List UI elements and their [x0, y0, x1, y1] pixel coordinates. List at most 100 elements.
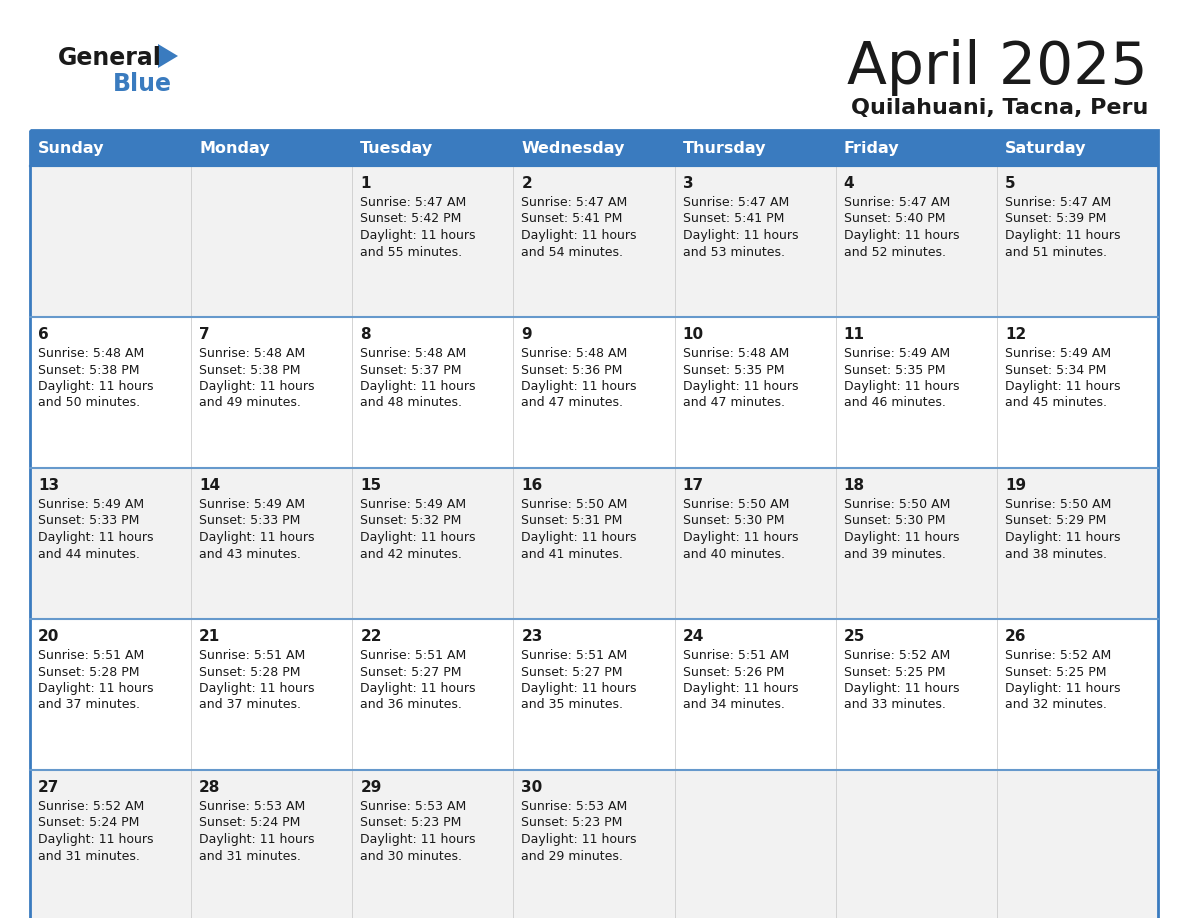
Bar	[30, 130, 1158, 918]
Text: Sunrise: 5:48 AM: Sunrise: 5:48 AM	[683, 347, 789, 360]
Text: Sunset: 5:38 PM: Sunset: 5:38 PM	[200, 364, 301, 376]
Text: Sunrise: 5:48 AM: Sunrise: 5:48 AM	[38, 347, 144, 360]
Text: and 46 minutes.: and 46 minutes.	[843, 397, 946, 409]
Text: April 2025: April 2025	[847, 39, 1148, 96]
Text: Sunrise: 5:47 AM: Sunrise: 5:47 AM	[1005, 196, 1111, 209]
Text: Sunset: 5:27 PM: Sunset: 5:27 PM	[360, 666, 462, 678]
Bar	[997, 130, 1158, 166]
Text: 3: 3	[683, 176, 693, 191]
Text: and 38 minutes.: and 38 minutes.	[1005, 547, 1107, 561]
Text: 26: 26	[1005, 629, 1026, 644]
Text: Sunset: 5:34 PM: Sunset: 5:34 PM	[1005, 364, 1106, 376]
Text: 17: 17	[683, 478, 703, 493]
Text: 2: 2	[522, 176, 532, 191]
Text: Daylight: 11 hours: Daylight: 11 hours	[360, 380, 475, 393]
Text: Sunset: 5:23 PM: Sunset: 5:23 PM	[360, 816, 462, 830]
Text: and 47 minutes.: and 47 minutes.	[683, 397, 784, 409]
Text: 7: 7	[200, 327, 210, 342]
Text: Sunrise: 5:53 AM: Sunrise: 5:53 AM	[360, 800, 467, 813]
Text: and 55 minutes.: and 55 minutes.	[360, 245, 462, 259]
Text: Sunrise: 5:49 AM: Sunrise: 5:49 AM	[360, 498, 467, 511]
Text: Sunset: 5:24 PM: Sunset: 5:24 PM	[200, 816, 301, 830]
Text: Sunset: 5:30 PM: Sunset: 5:30 PM	[843, 514, 946, 528]
Text: 19: 19	[1005, 478, 1026, 493]
Text: 14: 14	[200, 478, 220, 493]
Text: Daylight: 11 hours: Daylight: 11 hours	[522, 682, 637, 695]
Text: Sunrise: 5:51 AM: Sunrise: 5:51 AM	[200, 649, 305, 662]
Text: Sunset: 5:41 PM: Sunset: 5:41 PM	[522, 212, 623, 226]
Text: Sunrise: 5:48 AM: Sunrise: 5:48 AM	[360, 347, 467, 360]
Text: 24: 24	[683, 629, 704, 644]
Text: Sunrise: 5:50 AM: Sunrise: 5:50 AM	[1005, 498, 1111, 511]
Text: 12: 12	[1005, 327, 1026, 342]
Text: 15: 15	[360, 478, 381, 493]
Text: Daylight: 11 hours: Daylight: 11 hours	[1005, 531, 1120, 544]
Text: Sunset: 5:25 PM: Sunset: 5:25 PM	[843, 666, 946, 678]
Bar	[353, 130, 513, 166]
Text: Sunrise: 5:48 AM: Sunrise: 5:48 AM	[522, 347, 627, 360]
Bar	[675, 130, 835, 166]
Text: 1: 1	[360, 176, 371, 191]
Bar	[30, 317, 1158, 468]
Text: and 50 minutes.: and 50 minutes.	[38, 397, 140, 409]
Text: 30: 30	[522, 780, 543, 795]
Text: Sunset: 5:38 PM: Sunset: 5:38 PM	[38, 364, 139, 376]
Text: Daylight: 11 hours: Daylight: 11 hours	[522, 380, 637, 393]
Text: Sunset: 5:25 PM: Sunset: 5:25 PM	[1005, 666, 1106, 678]
Text: Daylight: 11 hours: Daylight: 11 hours	[683, 229, 798, 242]
Text: Daylight: 11 hours: Daylight: 11 hours	[683, 531, 798, 544]
Text: Sunrise: 5:51 AM: Sunrise: 5:51 AM	[360, 649, 467, 662]
Text: 13: 13	[38, 478, 59, 493]
Text: Sunset: 5:33 PM: Sunset: 5:33 PM	[38, 514, 139, 528]
Text: Daylight: 11 hours: Daylight: 11 hours	[843, 531, 959, 544]
Text: Monday: Monday	[200, 140, 270, 155]
Text: and 48 minutes.: and 48 minutes.	[360, 397, 462, 409]
Text: and 41 minutes.: and 41 minutes.	[522, 547, 624, 561]
Text: Daylight: 11 hours: Daylight: 11 hours	[843, 229, 959, 242]
Text: Daylight: 11 hours: Daylight: 11 hours	[1005, 682, 1120, 695]
Text: 8: 8	[360, 327, 371, 342]
Text: 20: 20	[38, 629, 59, 644]
Text: and 43 minutes.: and 43 minutes.	[200, 547, 301, 561]
Text: Sunset: 5:29 PM: Sunset: 5:29 PM	[1005, 514, 1106, 528]
Text: Sunset: 5:24 PM: Sunset: 5:24 PM	[38, 816, 139, 830]
Text: Sunday: Sunday	[38, 140, 105, 155]
Text: Quilahuani, Tacna, Peru: Quilahuani, Tacna, Peru	[851, 98, 1148, 118]
Text: and 53 minutes.: and 53 minutes.	[683, 245, 784, 259]
Text: 6: 6	[38, 327, 49, 342]
Text: 21: 21	[200, 629, 221, 644]
Text: Sunrise: 5:49 AM: Sunrise: 5:49 AM	[38, 498, 144, 511]
Text: and 31 minutes.: and 31 minutes.	[38, 849, 140, 863]
Text: Daylight: 11 hours: Daylight: 11 hours	[843, 682, 959, 695]
Text: and 42 minutes.: and 42 minutes.	[360, 547, 462, 561]
Text: Sunset: 5:28 PM: Sunset: 5:28 PM	[200, 666, 301, 678]
Text: and 37 minutes.: and 37 minutes.	[38, 699, 140, 711]
Text: and 29 minutes.: and 29 minutes.	[522, 849, 624, 863]
Text: Sunset: 5:36 PM: Sunset: 5:36 PM	[522, 364, 623, 376]
Text: Sunrise: 5:49 AM: Sunrise: 5:49 AM	[200, 498, 305, 511]
Text: Daylight: 11 hours: Daylight: 11 hours	[1005, 229, 1120, 242]
Bar	[30, 130, 191, 166]
Text: and 30 minutes.: and 30 minutes.	[360, 849, 462, 863]
Text: Sunrise: 5:50 AM: Sunrise: 5:50 AM	[683, 498, 789, 511]
Text: Sunrise: 5:50 AM: Sunrise: 5:50 AM	[843, 498, 950, 511]
Text: and 49 minutes.: and 49 minutes.	[200, 397, 301, 409]
Text: Sunset: 5:41 PM: Sunset: 5:41 PM	[683, 212, 784, 226]
Text: Daylight: 11 hours: Daylight: 11 hours	[200, 380, 315, 393]
Text: Saturday: Saturday	[1005, 140, 1086, 155]
Text: Daylight: 11 hours: Daylight: 11 hours	[360, 531, 475, 544]
Text: and 44 minutes.: and 44 minutes.	[38, 547, 140, 561]
Text: Sunrise: 5:51 AM: Sunrise: 5:51 AM	[38, 649, 144, 662]
Text: Daylight: 11 hours: Daylight: 11 hours	[360, 229, 475, 242]
Text: Daylight: 11 hours: Daylight: 11 hours	[843, 380, 959, 393]
Bar	[191, 130, 353, 166]
Text: 16: 16	[522, 478, 543, 493]
Text: Daylight: 11 hours: Daylight: 11 hours	[200, 531, 315, 544]
Bar	[30, 619, 1158, 770]
Text: Sunrise: 5:48 AM: Sunrise: 5:48 AM	[200, 347, 305, 360]
Text: Daylight: 11 hours: Daylight: 11 hours	[200, 682, 315, 695]
Text: and 37 minutes.: and 37 minutes.	[200, 699, 301, 711]
Text: Sunset: 5:35 PM: Sunset: 5:35 PM	[843, 364, 946, 376]
Text: Sunset: 5:40 PM: Sunset: 5:40 PM	[843, 212, 946, 226]
Text: 25: 25	[843, 629, 865, 644]
